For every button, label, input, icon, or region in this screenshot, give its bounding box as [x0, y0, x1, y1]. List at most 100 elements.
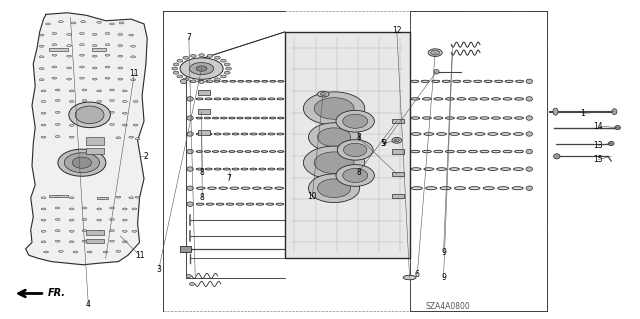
Ellipse shape: [445, 117, 454, 119]
Ellipse shape: [513, 133, 524, 135]
Ellipse shape: [412, 187, 422, 190]
Text: SZA4A0800: SZA4A0800: [426, 302, 470, 311]
Ellipse shape: [97, 90, 102, 92]
Ellipse shape: [187, 116, 193, 120]
Ellipse shape: [172, 67, 178, 70]
Ellipse shape: [133, 100, 138, 102]
Ellipse shape: [129, 34, 134, 36]
Ellipse shape: [214, 168, 221, 170]
Ellipse shape: [69, 90, 74, 92]
Ellipse shape: [109, 123, 115, 125]
Bar: [49, 195, 68, 197]
Ellipse shape: [177, 75, 183, 78]
Ellipse shape: [434, 117, 443, 119]
Ellipse shape: [189, 282, 195, 286]
Ellipse shape: [204, 117, 211, 119]
Ellipse shape: [424, 168, 434, 170]
Ellipse shape: [118, 33, 123, 35]
Text: 9: 9: [381, 139, 387, 148]
Ellipse shape: [196, 98, 203, 100]
Ellipse shape: [475, 133, 485, 135]
Ellipse shape: [262, 80, 268, 82]
Ellipse shape: [515, 117, 524, 119]
Ellipse shape: [109, 89, 115, 91]
Ellipse shape: [237, 117, 243, 119]
Bar: [86, 148, 104, 154]
Ellipse shape: [469, 187, 480, 190]
Ellipse shape: [442, 80, 451, 82]
Ellipse shape: [277, 168, 284, 170]
Ellipse shape: [245, 151, 252, 152]
Ellipse shape: [187, 149, 193, 154]
Ellipse shape: [41, 124, 46, 126]
Ellipse shape: [196, 66, 207, 71]
Ellipse shape: [230, 80, 236, 82]
Ellipse shape: [187, 132, 193, 136]
Ellipse shape: [122, 112, 127, 114]
Ellipse shape: [39, 34, 44, 36]
Ellipse shape: [457, 150, 466, 153]
Ellipse shape: [73, 251, 78, 253]
Ellipse shape: [122, 208, 127, 210]
Ellipse shape: [608, 142, 614, 145]
Ellipse shape: [97, 100, 102, 102]
Ellipse shape: [411, 168, 421, 170]
Ellipse shape: [206, 203, 214, 205]
Ellipse shape: [69, 197, 74, 199]
Text: 10: 10: [307, 192, 317, 201]
Ellipse shape: [71, 22, 76, 24]
Ellipse shape: [79, 66, 84, 68]
Ellipse shape: [69, 230, 74, 232]
Ellipse shape: [344, 143, 367, 157]
Ellipse shape: [204, 151, 211, 152]
Ellipse shape: [41, 197, 46, 199]
Bar: [198, 130, 210, 135]
Text: 11: 11: [135, 251, 144, 260]
Ellipse shape: [221, 117, 227, 119]
Ellipse shape: [343, 114, 368, 128]
Ellipse shape: [226, 203, 234, 205]
Ellipse shape: [500, 133, 511, 135]
Ellipse shape: [277, 98, 284, 100]
Ellipse shape: [97, 112, 102, 114]
Text: 8: 8: [356, 168, 361, 177]
Ellipse shape: [118, 67, 123, 69]
Ellipse shape: [109, 111, 115, 113]
Ellipse shape: [41, 100, 46, 102]
Ellipse shape: [268, 98, 275, 100]
Text: 1: 1: [580, 109, 585, 118]
Ellipse shape: [317, 179, 351, 197]
Ellipse shape: [118, 55, 123, 57]
Ellipse shape: [475, 168, 485, 170]
Ellipse shape: [426, 187, 436, 190]
Ellipse shape: [516, 80, 524, 82]
Ellipse shape: [133, 124, 138, 126]
Ellipse shape: [321, 93, 326, 96]
Ellipse shape: [250, 98, 257, 100]
Ellipse shape: [492, 98, 500, 100]
Ellipse shape: [512, 187, 523, 190]
Ellipse shape: [92, 67, 97, 69]
Ellipse shape: [58, 250, 63, 252]
Ellipse shape: [317, 91, 329, 97]
Ellipse shape: [526, 186, 532, 190]
Ellipse shape: [191, 80, 196, 83]
Ellipse shape: [205, 133, 212, 135]
Ellipse shape: [526, 116, 532, 120]
Bar: [86, 137, 104, 145]
Bar: [198, 90, 210, 95]
Ellipse shape: [468, 150, 477, 153]
Ellipse shape: [526, 79, 532, 84]
Ellipse shape: [495, 80, 502, 82]
Bar: [392, 172, 404, 176]
Ellipse shape: [92, 33, 97, 35]
Ellipse shape: [468, 117, 477, 119]
Ellipse shape: [336, 165, 374, 186]
Ellipse shape: [223, 98, 230, 100]
Ellipse shape: [67, 67, 72, 69]
Text: 7: 7: [227, 174, 232, 183]
Ellipse shape: [214, 98, 221, 100]
Ellipse shape: [422, 150, 431, 153]
Ellipse shape: [135, 196, 140, 198]
Ellipse shape: [196, 168, 203, 170]
